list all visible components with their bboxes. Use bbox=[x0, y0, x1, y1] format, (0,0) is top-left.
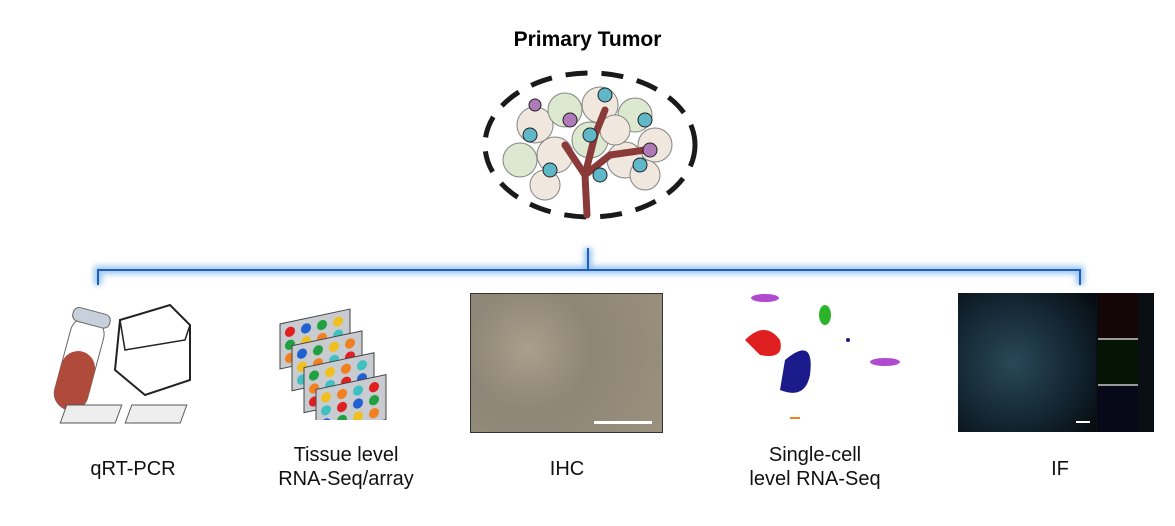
array-plate bbox=[315, 373, 387, 420]
if-merged-panel bbox=[958, 293, 1096, 432]
method-label-single-cell-rna-seq: Single-cell level RNA-Seq bbox=[749, 444, 881, 490]
bracket bbox=[94, 248, 1084, 285]
array-spot bbox=[337, 414, 347, 420]
array-spot bbox=[285, 326, 295, 337]
array-spot bbox=[337, 401, 347, 413]
array-spot bbox=[301, 323, 311, 334]
array-spot bbox=[297, 348, 307, 359]
ihc-image bbox=[470, 293, 663, 433]
if-blue-channel bbox=[1098, 386, 1138, 432]
scale-bar bbox=[1076, 421, 1090, 423]
scale-bar bbox=[594, 421, 652, 424]
if-red-channel bbox=[1098, 293, 1138, 340]
single-cell-umap bbox=[745, 294, 900, 419]
array-spot bbox=[329, 341, 339, 352]
array-spot bbox=[353, 398, 363, 409]
array-spot bbox=[321, 405, 331, 416]
array-spot bbox=[369, 395, 379, 406]
array-spot bbox=[325, 366, 335, 378]
method-label-tissue-rna-seq: Tissue level RNA-Seq/array bbox=[278, 444, 414, 490]
array-spot bbox=[369, 408, 379, 419]
method-label-if: IF bbox=[1051, 458, 1069, 480]
array-spot bbox=[341, 363, 351, 374]
array-spot bbox=[353, 385, 363, 396]
array-spot bbox=[337, 388, 347, 400]
if-green-channel bbox=[1098, 340, 1138, 386]
array-spot bbox=[345, 338, 355, 349]
array-spot bbox=[369, 382, 379, 393]
array-spot bbox=[313, 345, 323, 356]
array-spot bbox=[321, 392, 331, 403]
if-image bbox=[958, 293, 1154, 432]
method-label-qrt-pcr: qRT-PCR bbox=[90, 458, 176, 480]
array-spot bbox=[357, 360, 367, 371]
array-spot bbox=[309, 370, 319, 381]
diagram-title: Primary Tumor bbox=[513, 28, 662, 51]
array-spot bbox=[333, 316, 343, 327]
tumor-illustration bbox=[482, 70, 698, 220]
method-label-ihc: IHC bbox=[549, 458, 585, 480]
array-spot bbox=[317, 319, 327, 331]
qrt-pcr-illustration bbox=[53, 303, 191, 424]
array-spot bbox=[353, 411, 363, 420]
rna-array-illustration bbox=[279, 308, 387, 420]
